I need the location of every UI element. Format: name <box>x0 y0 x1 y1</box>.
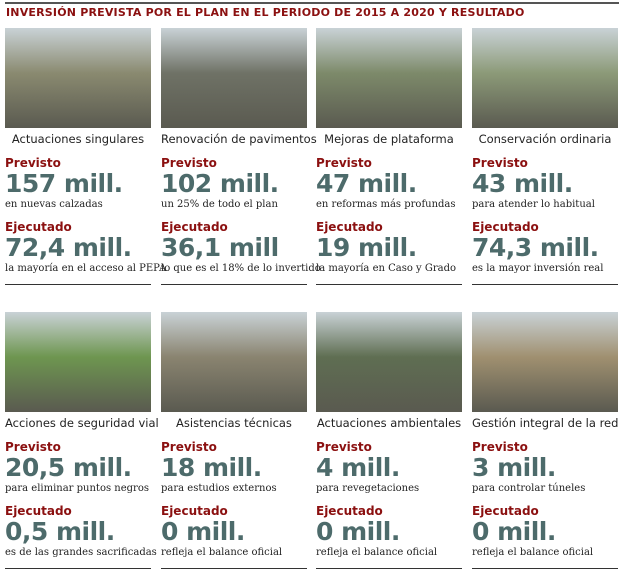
planned-note: para atender lo habitual <box>472 199 595 210</box>
executed-amount: 36,1 mill <box>161 233 279 262</box>
card-caption: Asistencias técnicas <box>176 416 292 430</box>
photo <box>316 312 462 412</box>
divider <box>472 568 618 569</box>
planned-label: Previsto <box>5 440 61 454</box>
divider <box>316 568 462 569</box>
divider <box>316 284 462 285</box>
executed-amount: 72,4 mill. <box>5 233 132 262</box>
executed-note: refleja el balance oficial <box>161 547 283 558</box>
photo <box>472 28 618 128</box>
divider <box>161 284 307 285</box>
planned-note: un 25% de todo el plan <box>161 199 278 210</box>
investment-card: Actuaciones singulares Previsto 157 mill… <box>5 28 167 285</box>
executed-amount: 19 mill. <box>316 233 417 262</box>
planned-amount: 43 mill. <box>472 169 573 198</box>
photo <box>161 28 307 128</box>
executed-note: refleja el balance oficial <box>472 547 594 558</box>
planned-label: Previsto <box>316 156 372 170</box>
planned-amount: 3 mill. <box>472 453 556 482</box>
planned-note: para eliminar puntos negros <box>5 483 149 494</box>
photo <box>316 28 462 128</box>
page-title: INVERSIÓN PREVISTA POR EL PLAN EN EL PER… <box>6 6 525 19</box>
planned-amount: 4 mill. <box>316 453 400 482</box>
investment-card: Gestión integral de la red Previsto 3 mi… <box>472 312 618 569</box>
executed-amount: 0 mill. <box>161 517 245 546</box>
investment-card: Asistencias técnicas Previsto 18 mill. p… <box>161 312 307 569</box>
executed-label: Ejecutado <box>5 504 72 518</box>
divider <box>472 284 618 285</box>
card-caption: Actuaciones singulares <box>11 132 145 146</box>
investment-card: Mejoras de plataforma Previsto 47 mill. … <box>316 28 462 285</box>
planned-note: para controlar túneles <box>472 483 586 494</box>
planned-label: Previsto <box>5 156 61 170</box>
executed-label: Ejecutado <box>472 220 539 234</box>
executed-label: Ejecutado <box>161 220 228 234</box>
card-caption: Acciones de seguridad vial <box>5 416 159 430</box>
card-caption: Conservación ordinaria <box>478 132 612 146</box>
investment-card: Actuaciones ambientales Previsto 4 mill.… <box>316 312 462 569</box>
investment-card: Renovación de pavimentos Previsto 102 mi… <box>161 28 321 285</box>
executed-note: es la mayor inversión real <box>472 263 604 274</box>
investment-card: Acciones de seguridad vial Previsto 20,5… <box>5 312 159 569</box>
executed-amount: 0 mill. <box>472 517 556 546</box>
card-caption: Actuaciones ambientales <box>316 416 462 430</box>
planned-label: Previsto <box>472 440 528 454</box>
executed-note: es de las grandes sacrificadas <box>5 547 157 558</box>
planned-amount: 18 mill. <box>161 453 262 482</box>
card-caption: Mejoras de plataforma <box>324 132 454 146</box>
executed-amount: 74,3 mill. <box>472 233 599 262</box>
planned-note: para estudios externos <box>161 483 277 494</box>
top-rule <box>5 2 619 4</box>
card-caption: Renovación de pavimentos <box>161 132 317 146</box>
executed-label: Ejecutado <box>316 504 383 518</box>
executed-label: Ejecutado <box>161 504 228 518</box>
planned-note: para revegetaciones <box>316 483 420 494</box>
divider <box>161 568 307 569</box>
divider <box>5 284 151 285</box>
photo <box>5 312 151 412</box>
planned-amount: 102 mill. <box>161 169 279 198</box>
executed-label: Ejecutado <box>316 220 383 234</box>
executed-label: Ejecutado <box>5 220 72 234</box>
divider <box>5 568 151 569</box>
executed-note: la mayoría en Caso y Grado <box>316 263 457 274</box>
planned-label: Previsto <box>161 440 217 454</box>
planned-label: Previsto <box>161 156 217 170</box>
planned-label: Previsto <box>316 440 372 454</box>
planned-label: Previsto <box>472 156 528 170</box>
planned-amount: 20,5 mill. <box>5 453 132 482</box>
photo <box>161 312 307 412</box>
photo <box>5 28 151 128</box>
executed-note: lo que es el 18% de lo invertido <box>161 263 321 274</box>
planned-note: en reformas más profundas <box>316 199 456 210</box>
executed-note: refleja el balance oficial <box>316 547 438 558</box>
photo <box>472 312 618 412</box>
executed-label: Ejecutado <box>472 504 539 518</box>
planned-amount: 157 mill. <box>5 169 123 198</box>
executed-amount: 0,5 mill. <box>5 517 115 546</box>
planned-amount: 47 mill. <box>316 169 417 198</box>
executed-note: la mayoría en el acceso al PEPA <box>5 263 167 274</box>
card-caption: Gestión integral de la red <box>472 416 619 430</box>
investment-card: Conservación ordinaria Previsto 43 mill.… <box>472 28 618 285</box>
executed-amount: 0 mill. <box>316 517 400 546</box>
planned-note: en nuevas calzadas <box>5 199 103 210</box>
